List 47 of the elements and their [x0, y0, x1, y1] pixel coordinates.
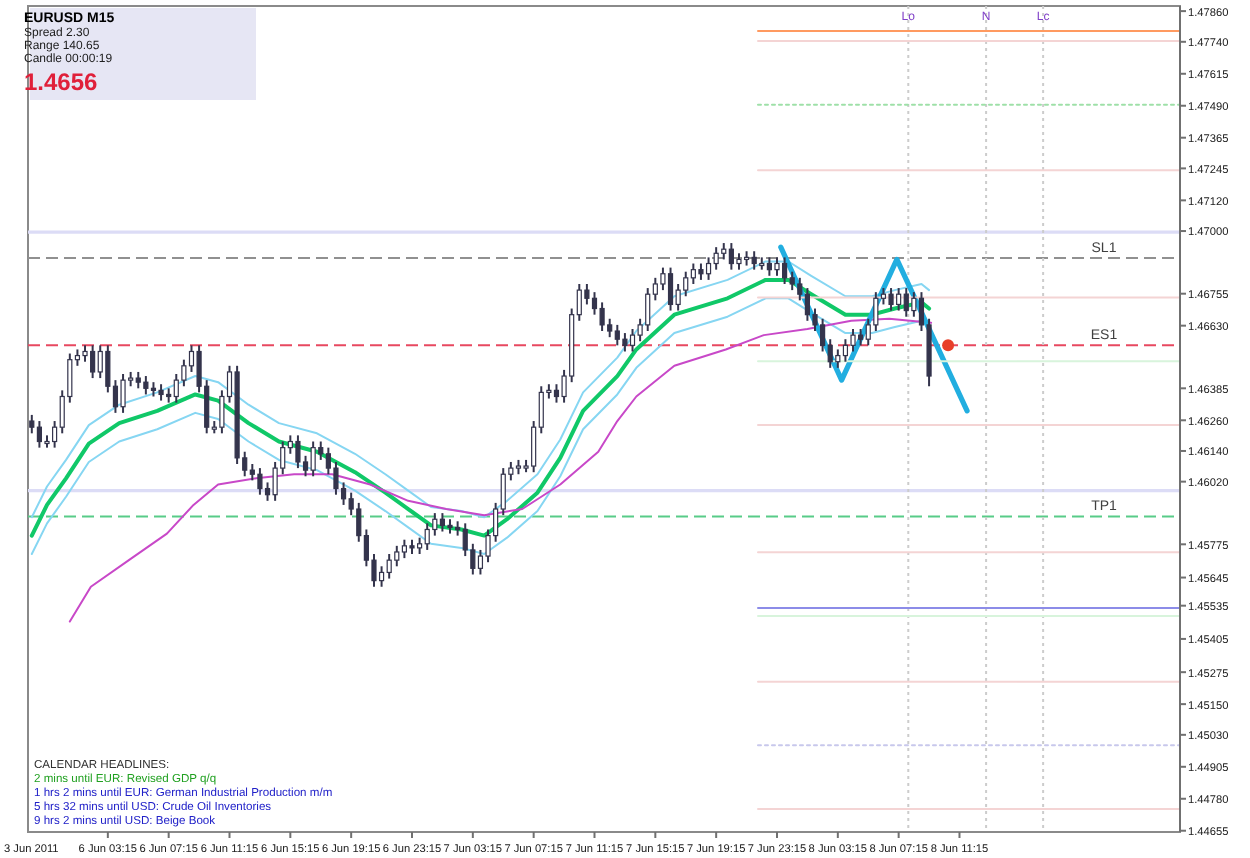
candlestick — [97, 344, 103, 380]
candlestick — [143, 375, 149, 396]
candlestick — [295, 434, 301, 470]
candlestick — [310, 440, 316, 478]
candlestick — [173, 372, 179, 404]
candlestick — [29, 413, 35, 435]
candlestick — [850, 327, 856, 353]
candlestick — [599, 301, 605, 333]
candlestick — [432, 512, 438, 537]
candlestick — [873, 291, 879, 333]
candlestick — [690, 262, 696, 285]
candlestick — [667, 266, 674, 312]
candlestick — [774, 256, 780, 277]
candlestick — [629, 327, 636, 353]
candlestick — [751, 250, 757, 271]
candlestick — [645, 287, 651, 333]
candlestick — [622, 332, 628, 353]
candlestick — [614, 323, 620, 347]
candlestick — [401, 538, 407, 560]
annotation: 1.4656 — [24, 68, 99, 96]
candlestick — [781, 256, 788, 285]
candlestick — [394, 544, 400, 568]
candlestick — [683, 270, 689, 298]
candlestick — [120, 372, 126, 414]
candlestick — [705, 256, 712, 281]
candlestick — [888, 287, 894, 312]
candlestick — [835, 348, 841, 369]
candlestick — [257, 467, 263, 496]
candlestick — [789, 270, 795, 292]
candlestick — [36, 420, 43, 449]
candlestick — [90, 344, 96, 380]
candlestick — [333, 460, 339, 496]
candlestick — [766, 256, 772, 277]
candlestick — [424, 522, 430, 551]
candlestick — [911, 291, 917, 318]
candlestick — [804, 287, 811, 322]
candlestick — [713, 246, 719, 271]
candlestick — [842, 338, 849, 363]
candlestick — [896, 287, 902, 312]
candlestick — [378, 565, 385, 588]
line-series — [68, 317, 933, 623]
candlestick — [386, 553, 392, 580]
line-series — [778, 244, 970, 414]
candlestick — [728, 242, 734, 271]
candlestick — [553, 383, 560, 404]
candlestick — [903, 287, 909, 318]
candlestick — [439, 512, 446, 533]
